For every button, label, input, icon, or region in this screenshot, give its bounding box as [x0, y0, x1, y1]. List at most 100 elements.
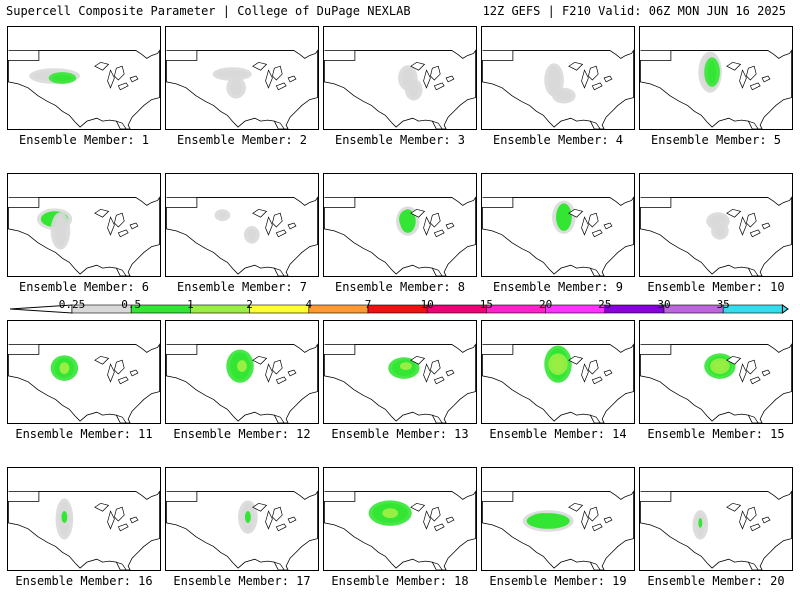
scale-tick-label: 10	[420, 298, 434, 311]
scale-color-swatch	[308, 304, 369, 314]
scp-contour	[400, 362, 412, 371]
us-map	[324, 196, 476, 276]
great-lakes	[94, 208, 139, 238]
great-lakes	[726, 61, 771, 91]
us-map	[8, 196, 160, 276]
us-map	[640, 196, 792, 276]
florida-coast	[432, 414, 443, 423]
us-map	[640, 49, 792, 129]
panel-label: Ensemble Member: 19	[489, 574, 627, 588]
florida-coast	[748, 267, 759, 276]
scale-tick-label: 1	[187, 298, 194, 311]
scale-tick-label: 25	[598, 298, 612, 311]
map-frame	[7, 173, 161, 277]
us-map	[324, 490, 476, 570]
us-map	[324, 49, 476, 129]
panel-label: Ensemble Member: 14	[489, 427, 627, 441]
scale-tick-label: 20	[538, 298, 553, 311]
us-coastline	[324, 49, 476, 129]
panel-label: Ensemble Member: 7	[176, 280, 308, 294]
scp-contour	[244, 511, 251, 523]
scp-contour	[408, 81, 419, 98]
us-map	[482, 196, 634, 276]
panel-label: Ensemble Member: 20	[647, 574, 785, 588]
florida-coast	[432, 267, 443, 276]
panel-label: Ensemble Member: 3	[334, 133, 466, 147]
map-frame	[165, 467, 319, 571]
map-frame	[639, 26, 793, 130]
chart-title: Supercell Composite Parameter | College …	[6, 4, 411, 18]
map-frame	[323, 467, 477, 571]
panel-label: Ensemble Member: 17	[173, 574, 311, 588]
panel-label: Ensemble Member: 11	[15, 427, 153, 441]
great-lakes	[726, 355, 771, 385]
us-map	[640, 343, 792, 423]
us-coastline	[324, 343, 476, 423]
great-lakes	[410, 61, 455, 91]
great-lakes	[568, 208, 613, 238]
color-scale-bar	[10, 304, 789, 314]
panel-label: Ensemble Member: 8	[334, 280, 466, 294]
great-lakes	[568, 61, 613, 91]
scp-contour	[560, 214, 567, 225]
scale-color-swatch	[722, 304, 783, 314]
great-lakes	[410, 355, 455, 385]
us-map	[8, 49, 160, 129]
florida-coast	[116, 561, 127, 570]
us-map	[640, 490, 792, 570]
florida-coast	[432, 120, 443, 129]
scp-contour	[247, 228, 256, 241]
scale-tick-label: 0.25	[58, 298, 86, 311]
florida-coast	[116, 267, 127, 276]
scp-contour	[218, 212, 227, 219]
map-frame	[7, 26, 161, 130]
map-frame	[323, 320, 477, 424]
great-lakes	[568, 355, 613, 385]
map-frame	[165, 26, 319, 130]
scp-contour	[714, 361, 726, 372]
us-map	[166, 490, 318, 570]
florida-coast	[274, 561, 285, 570]
map-frame	[481, 173, 635, 277]
map-frame	[165, 173, 319, 277]
us-map	[8, 490, 160, 570]
great-lakes	[252, 61, 297, 91]
panel-label: Ensemble Member: 9	[492, 280, 624, 294]
us-map	[166, 343, 318, 423]
us-coastline	[640, 490, 792, 570]
scale-tick-label: 15	[479, 298, 494, 311]
panel-label: Ensemble Member: 6	[18, 280, 150, 294]
scale-color-swatch	[190, 304, 250, 314]
panel-label: Ensemble Member: 1	[18, 133, 150, 147]
great-lakes	[94, 355, 139, 385]
panel-label: Ensemble Member: 15	[647, 427, 785, 441]
florida-coast	[748, 561, 759, 570]
panel-label: Ensemble Member: 5	[650, 133, 782, 147]
great-lakes	[252, 502, 297, 532]
great-lakes	[94, 61, 139, 91]
us-map	[482, 49, 634, 129]
florida-coast	[116, 414, 127, 423]
us-coastline	[8, 343, 160, 423]
us-map	[482, 343, 634, 423]
great-lakes	[410, 208, 455, 238]
us-map	[166, 49, 318, 129]
florida-coast	[116, 120, 127, 129]
great-lakes	[252, 208, 297, 238]
scale-high-arrow	[781, 304, 789, 314]
scp-contour	[61, 511, 68, 523]
great-lakes	[410, 502, 455, 532]
scp-contour	[534, 516, 551, 522]
panel-label: Ensemble Member: 18	[331, 574, 469, 588]
scp-contour	[230, 79, 242, 96]
us-map	[166, 196, 318, 276]
great-lakes	[726, 502, 771, 532]
florida-coast	[590, 120, 601, 129]
scale-color-swatch	[486, 304, 546, 314]
scale-tick-label: 30	[657, 298, 671, 311]
us-coastline	[166, 196, 318, 276]
florida-coast	[590, 414, 601, 423]
scp-contour	[52, 75, 73, 81]
scp-contour	[548, 66, 560, 94]
panel-label: Ensemble Member: 16	[15, 574, 153, 588]
